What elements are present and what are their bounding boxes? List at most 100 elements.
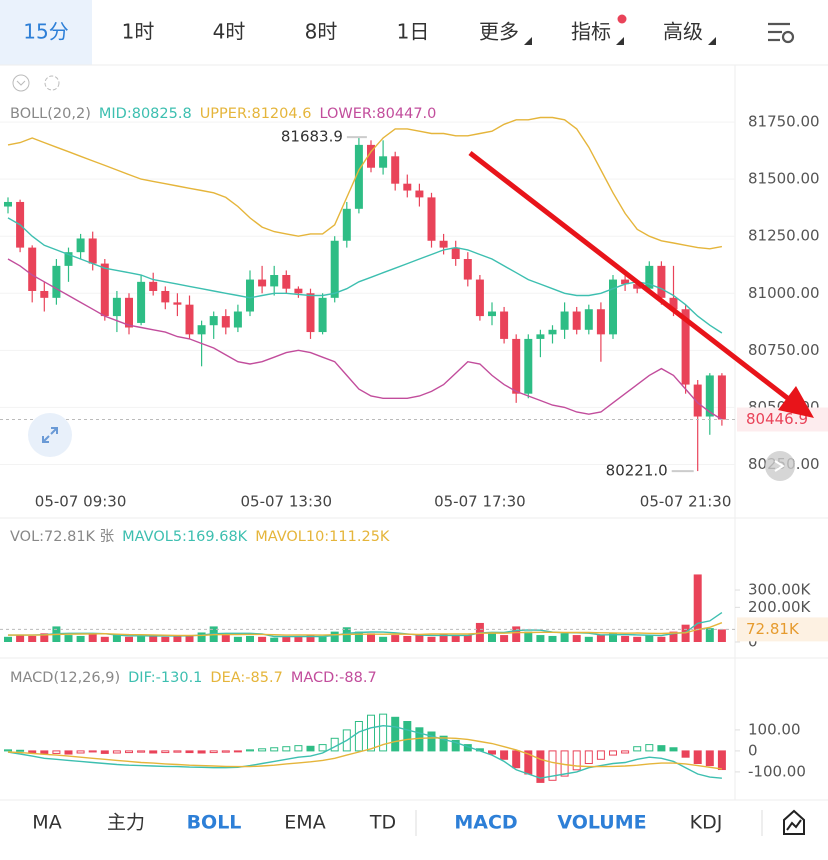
candle-body (354, 144, 363, 209)
indicator-tab[interactable]: KDJ (690, 812, 723, 834)
macd-bar (185, 750, 194, 754)
legend-title: VOL:72.81K 张 (10, 528, 115, 545)
tab[interactable]: 1时 (122, 20, 155, 44)
indicator-tab[interactable]: MA (32, 812, 61, 834)
candle-body (512, 338, 521, 394)
tab[interactable]: 更多 (479, 20, 519, 44)
volume-bar (306, 635, 315, 642)
candle-body (560, 311, 569, 330)
candle-body (40, 290, 49, 298)
y-tick-label: 81000.00 (748, 284, 820, 302)
candle-body (451, 247, 460, 260)
expand-button[interactable] (28, 413, 72, 457)
x-tick-label: 05-07 13:30 (241, 493, 333, 511)
macd-bar (645, 744, 654, 752)
candle-body (221, 316, 230, 328)
volume-bar (100, 636, 109, 642)
volume-bar (439, 634, 448, 642)
volume-bar (609, 633, 617, 642)
tab[interactable]: 1日 (397, 20, 430, 44)
volume-bar (64, 635, 73, 642)
candle-body (717, 375, 726, 420)
candle-body (669, 297, 678, 310)
y-tick-label: 100.00 (748, 720, 801, 738)
candle-body (379, 156, 388, 168)
candle-body (342, 208, 351, 241)
indicator-tab[interactable]: TD (369, 812, 396, 834)
legend-item: MACD:-88.7 (291, 670, 377, 686)
volume-bar (221, 635, 230, 642)
macd-bar (306, 745, 315, 752)
candle-body (4, 201, 12, 207)
candle-body (427, 197, 436, 241)
volume-bar (633, 636, 642, 642)
tab[interactable]: 4时 (213, 20, 246, 44)
volume-bar (16, 635, 25, 642)
tab[interactable]: 高级 (663, 20, 703, 44)
volume-bar (717, 629, 726, 642)
candle-body (524, 338, 533, 394)
indicator-tab[interactable]: EMA (284, 812, 325, 834)
macd-bar (717, 750, 726, 771)
scroll-button[interactable] (765, 451, 795, 481)
candle-body (584, 309, 593, 330)
macd-bar (354, 721, 363, 752)
legend-item: DEA:-85.7 (210, 670, 282, 686)
indicator-line (7, 217, 723, 334)
volume-bar (463, 635, 472, 642)
volume-bar (451, 635, 460, 642)
candle-body (185, 304, 194, 335)
volume-bar (657, 636, 666, 642)
tab[interactable]: 8时 (305, 20, 338, 44)
tab[interactable]: 指标 (571, 20, 611, 44)
candle-body (137, 281, 146, 323)
tab[interactable]: 15分 (23, 20, 68, 44)
volume-bar (137, 635, 146, 642)
settings-icon[interactable] (768, 22, 795, 44)
volume-bar (391, 635, 400, 642)
indicator-tab[interactable]: 主力 (107, 812, 145, 834)
candle-body (294, 288, 303, 294)
candle-body (64, 252, 73, 266)
candle-body (270, 275, 279, 287)
candle-body (572, 311, 581, 330)
indicator-tab[interactable]: BOLL (187, 812, 242, 834)
indicator-tab[interactable]: VOLUME (557, 812, 646, 834)
drawing-tool-icon[interactable] (783, 809, 805, 835)
volume-bar (173, 635, 182, 642)
macd-bar (258, 748, 267, 752)
macd-bar (270, 747, 279, 752)
candle-body (645, 265, 654, 289)
candle-body (500, 311, 509, 339)
macd-bar (233, 750, 242, 753)
indicator-tab[interactable]: MACD (454, 812, 517, 834)
candle-body (705, 375, 714, 417)
macd-bar (596, 750, 605, 760)
candle-body (633, 284, 642, 289)
candle-body (149, 281, 158, 291)
macd-bar (705, 750, 714, 767)
macd-bar (246, 749, 254, 752)
volume-bar (403, 635, 412, 642)
macd-bar (112, 750, 121, 754)
settings-small-icon[interactable] (44, 75, 60, 91)
collapse-icon[interactable] (12, 74, 30, 92)
macd-bar (173, 750, 182, 753)
macd-bar (16, 749, 25, 752)
volume-bar (354, 631, 363, 642)
volume-bar (258, 636, 267, 642)
macd-bar (4, 749, 12, 752)
macd-bar (391, 716, 400, 752)
macd-bar (379, 713, 388, 752)
macd-bar (64, 750, 73, 755)
plot-layer: 81750.00 81500.00 81250.00 81000.00 80750.00… (0, 106, 828, 783)
volume-bar (705, 628, 714, 642)
volume-bar (112, 635, 121, 642)
legend-item: LOWER:80447.0 (319, 106, 436, 122)
volume-bar (246, 635, 254, 642)
macd-bar (427, 731, 436, 752)
y-tick-label: 0 (748, 741, 758, 759)
macd-bar (621, 750, 630, 754)
legend-title: BOLL(20,2) (10, 106, 91, 122)
macd-bar (488, 750, 496, 755)
